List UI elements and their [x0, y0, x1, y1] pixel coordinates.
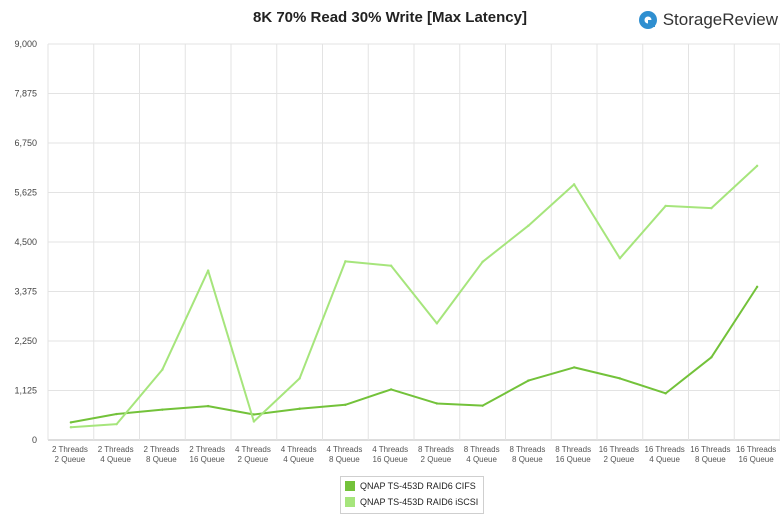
x-tick-label-threads: 4 Threads [326, 445, 362, 454]
x-tick-label-threads: 8 Threads [464, 445, 500, 454]
x-tick-label-threads: 4 Threads [281, 445, 317, 454]
storagereview-logo: StorageReview [638, 10, 778, 30]
x-tick-label-queue: 16 Queue [373, 455, 409, 464]
legend-label-iscsi: QNAP TS-453D RAID6 iSCSI [360, 497, 479, 507]
data-point [618, 257, 622, 260]
data-point [69, 426, 73, 429]
x-tick-label-queue: 16 Queue [556, 455, 592, 464]
legend-swatch-iscsi [345, 497, 355, 507]
x-tick-label-threads: 2 Threads [52, 445, 88, 454]
data-point [344, 403, 347, 406]
data-point [435, 322, 439, 325]
data-point [298, 407, 301, 410]
storagereview-logo-icon [638, 11, 657, 29]
x-tick-label-queue: 16 Queue [190, 455, 226, 464]
data-point [572, 366, 576, 369]
x-tick-label-queue: 8 Queue [329, 455, 360, 464]
x-tick-label-queue: 8 Queue [695, 455, 726, 464]
data-point [252, 420, 256, 423]
x-tick-label-threads: 16 Threads [644, 445, 684, 454]
x-tick-label-threads: 4 Threads [235, 445, 271, 454]
legend-swatch-cifs [345, 481, 355, 491]
data-point [344, 260, 347, 263]
x-tick-label-queue: 4 Queue [649, 455, 680, 464]
x-tick-label-threads: 16 Threads [690, 445, 730, 454]
line-chart: 0 1,125 2,250 3,375 4,500 5,625 6,750 7,875 9,00… [14, 39, 780, 464]
data-point [252, 413, 256, 416]
x-tick-label-queue: 4 Queue [283, 455, 314, 464]
data-point [527, 379, 530, 382]
data-point [755, 285, 759, 289]
x-tick-label-queue: 8 Queue [146, 455, 177, 464]
x-tick-label-queue: 16 Queue [739, 455, 775, 464]
legend-item-cifs[interactable]: QNAP TS-453D RAID6 CIFS [345, 481, 476, 491]
chart-title: 8K 70% Read 30% Write [Max Latency] [253, 9, 527, 26]
x-tick-label-queue: 2 Queue [55, 455, 86, 464]
series-line-cifs [70, 286, 758, 424]
data-point [206, 269, 210, 272]
y-tick-label: 2,250 [14, 336, 37, 346]
data-point [115, 412, 118, 416]
data-point [710, 356, 713, 359]
y-tick-label: 1,125 [14, 386, 37, 396]
x-tick-label-queue: 4 Queue [466, 455, 497, 464]
x-tick-label-queue: 4 Queue [100, 455, 131, 464]
y-tick-label: 4,500 [14, 237, 37, 247]
x-tick-label-threads: 16 Threads [599, 445, 639, 454]
data-point [527, 224, 530, 227]
x-tick-label-threads: 4 Threads [372, 445, 408, 454]
data-point [481, 404, 484, 407]
data-point [298, 377, 301, 380]
legend-item-iscsi[interactable]: QNAP TS-453D RAID6 iSCSI [345, 497, 478, 507]
data-point [389, 264, 393, 267]
y-tick-label: 7,875 [14, 89, 37, 99]
data-point [618, 377, 622, 380]
legend-label-cifs: QNAP TS-453D RAID6 CIFS [360, 481, 476, 491]
data-point [161, 368, 164, 371]
data-point [572, 183, 576, 186]
legend: QNAP TS-453D RAID6 CIFS QNAP TS-453D RAI… [340, 476, 484, 514]
data-point [664, 204, 667, 208]
data-point [115, 422, 118, 426]
x-tick-label-queue: 2 Queue [238, 455, 269, 464]
y-tick-label: 3,375 [14, 287, 37, 297]
x-tick-label-threads: 8 Threads [509, 445, 545, 454]
x-tick-label-threads: 16 Threads [736, 445, 776, 454]
y-tick-label: 9,000 [14, 39, 37, 49]
x-tick-label-threads: 2 Threads [189, 445, 225, 454]
x-tick-label-threads: 8 Threads [418, 445, 454, 454]
x-tick-label-threads: 8 Threads [555, 445, 591, 454]
series-line-iscsi [70, 165, 758, 429]
x-tick-label-queue: 2 Queue [421, 455, 452, 464]
data-point [435, 402, 439, 405]
data-point [755, 164, 759, 168]
brand-name: StorageReview [662, 10, 778, 29]
x-tick-label-threads: 2 Threads [98, 445, 134, 454]
data-point [389, 388, 393, 391]
y-tick-label: 6,750 [14, 138, 37, 148]
data-point [206, 404, 210, 408]
data-point [481, 260, 484, 263]
data-point [710, 206, 713, 210]
data-point [69, 421, 73, 424]
y-tick-label: 0 [32, 435, 37, 445]
y-tick-label: 5,625 [14, 188, 37, 198]
x-tick-label-queue: 8 Queue [512, 455, 543, 464]
x-tick-label-threads: 2 Threads [143, 445, 179, 454]
data-point [161, 408, 164, 411]
data-point [664, 392, 667, 395]
x-tick-label-queue: 2 Queue [604, 455, 635, 464]
